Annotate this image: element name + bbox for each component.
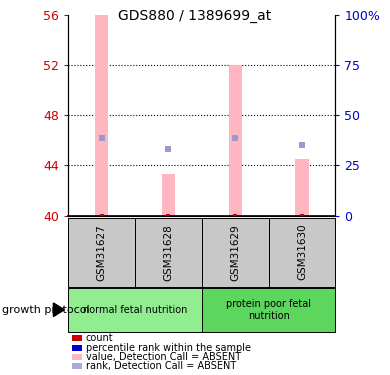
Bar (95, 15, 108, 216)
Text: percentile rank within the sample: percentile rank within the sample (86, 343, 251, 352)
Text: GSM31628: GSM31628 (163, 224, 174, 280)
Text: value, Detection Call = ABSENT: value, Detection Call = ABSENT (86, 352, 241, 362)
Text: GSM31629: GSM31629 (230, 224, 240, 280)
Text: normal fetal nutrition: normal fetal nutrition (83, 305, 187, 315)
Text: growth protocol: growth protocol (2, 305, 90, 315)
Text: GSM31630: GSM31630 (297, 224, 307, 280)
Bar (229, 65, 242, 216)
Text: GSM31627: GSM31627 (97, 224, 106, 280)
Text: count: count (86, 333, 113, 343)
Text: GDS880 / 1389699_at: GDS880 / 1389699_at (119, 9, 271, 23)
Bar (295, 159, 309, 216)
Bar (162, 174, 175, 216)
Text: rank, Detection Call = ABSENT: rank, Detection Call = ABSENT (86, 362, 236, 371)
Text: protein poor fetal
nutrition: protein poor fetal nutrition (226, 299, 311, 321)
